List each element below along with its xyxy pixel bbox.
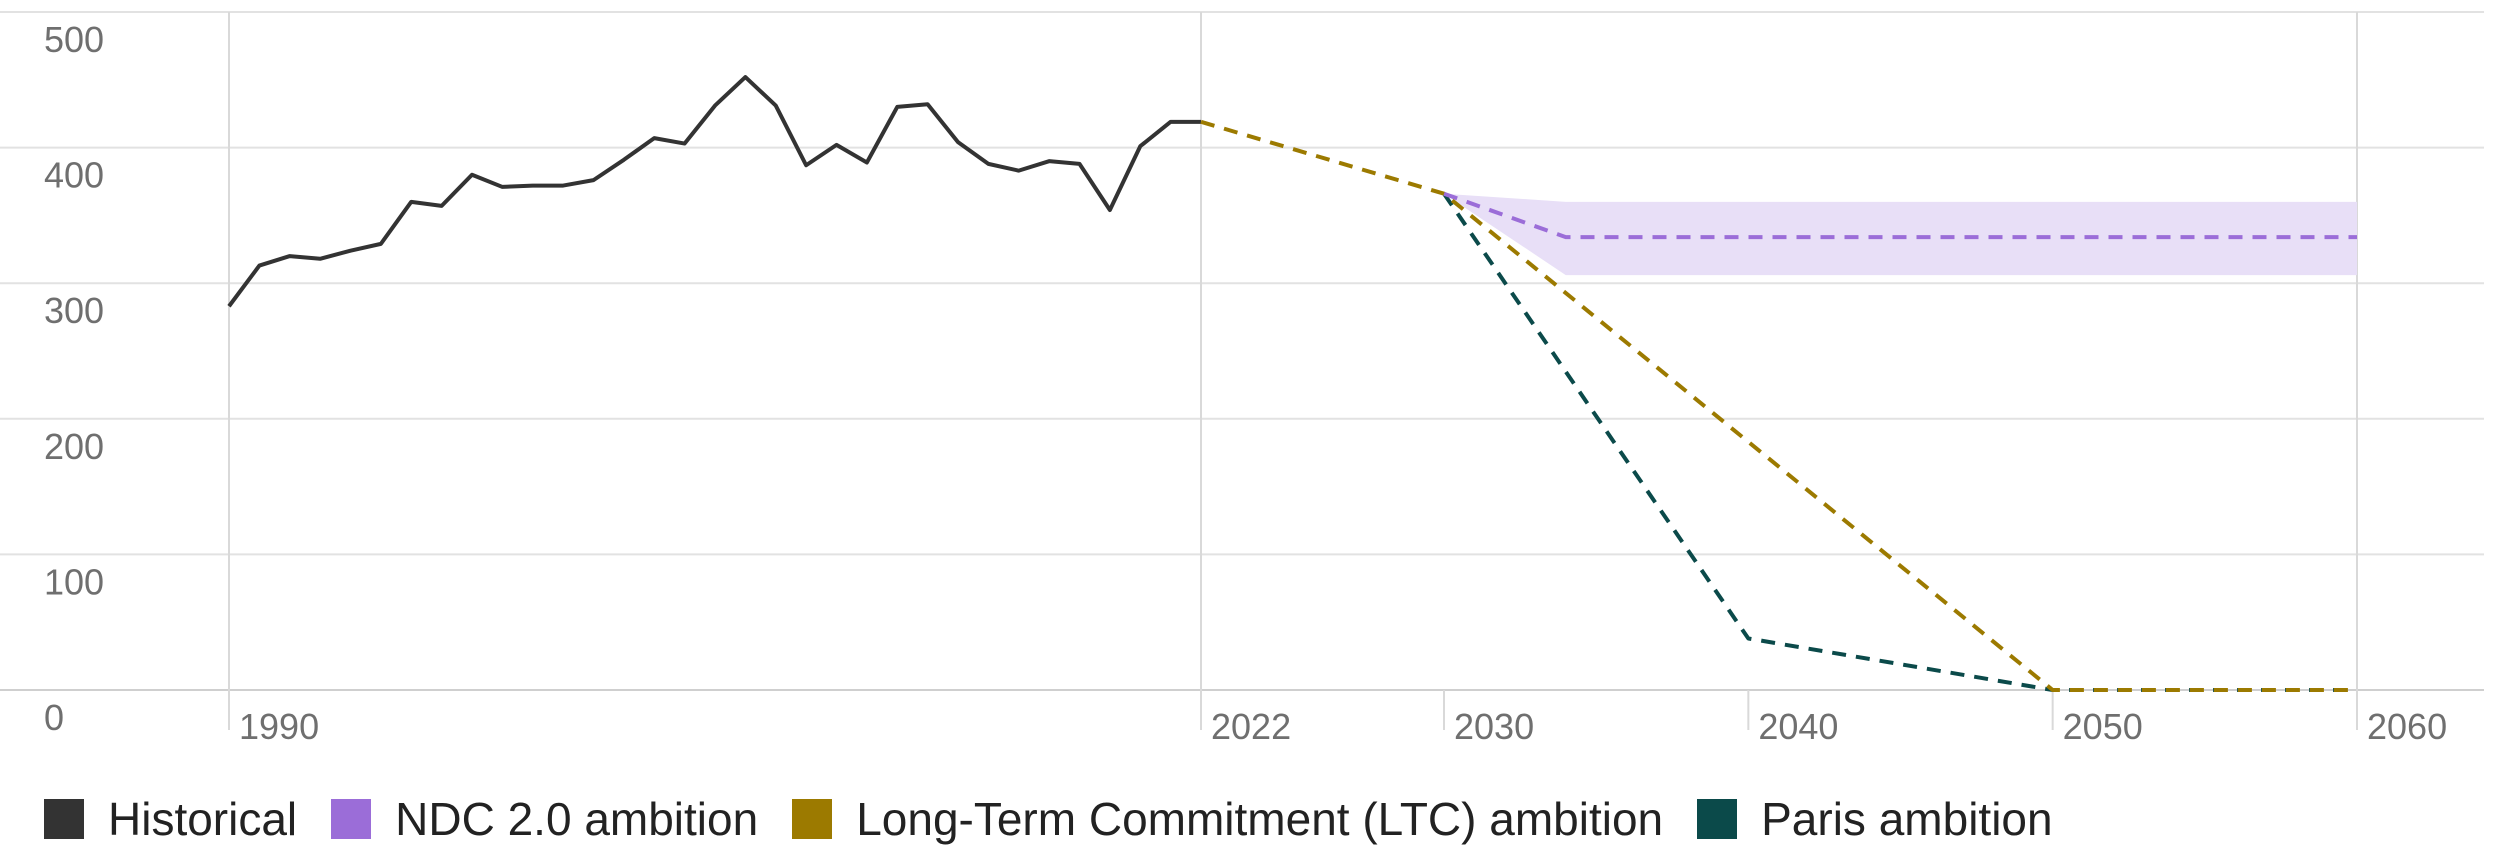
series-line-long-term-commitment-ltc-ambition [1200, 119, 2357, 692]
x-tick-label: 2030 [1454, 706, 1534, 747]
x-tick-label: 2040 [1758, 706, 1838, 747]
y-tick-label: 300 [44, 290, 104, 331]
legend: Historical NDC 2.0 ambition Long-Term Comm… [44, 792, 2087, 846]
y-tick-label: 500 [44, 19, 104, 60]
legend-item: Long-Term Commitment (LTC) ambition [792, 792, 1663, 846]
y-tick-label: 400 [44, 155, 104, 196]
legend-label: Historical [108, 793, 298, 845]
legend-label: NDC 2.0 ambition [395, 793, 759, 845]
legend-item: Historical [44, 792, 297, 846]
legend-item: Paris ambition [1697, 792, 2053, 846]
series-line-ndc-2-0-ambition [1443, 191, 2357, 240]
x-tick-label: 2022 [1211, 706, 1291, 747]
y-tick-label: 200 [44, 426, 104, 467]
legend-swatch [331, 799, 372, 839]
series-line-paris-ambition [1442, 192, 2357, 692]
y-tick-label: 100 [44, 561, 104, 602]
legend-swatch [44, 799, 84, 839]
legend-label: Paris ambition [1761, 793, 2053, 845]
grid [0, 11, 2484, 730]
x-tick-label: 2060 [2367, 706, 2447, 747]
ndc-range-band [1444, 193, 2357, 276]
legend-swatch [792, 799, 833, 839]
x-tick-label: 2050 [2063, 706, 2143, 747]
tick-labels: 0 100 200 300 400 500 1990 2022 2030 2040 2050 2060 [44, 19, 2447, 747]
legend-label: Long-Term Commitment (LTC) ambition [856, 793, 1664, 845]
legend-item: NDC 2.0 ambition [331, 792, 758, 846]
legend-swatch [1697, 799, 1738, 839]
series-layer [227, 75, 2357, 692]
series-line-historical [227, 75, 1201, 308]
band-layer [1444, 193, 2357, 276]
x-tick-label: 1990 [239, 706, 319, 747]
y-tick-label: 0 [44, 697, 64, 738]
chart-svg: 0 100 200 300 400 500 1990 2022 2030 2040 2050 2060 [0, 11, 2484, 747]
